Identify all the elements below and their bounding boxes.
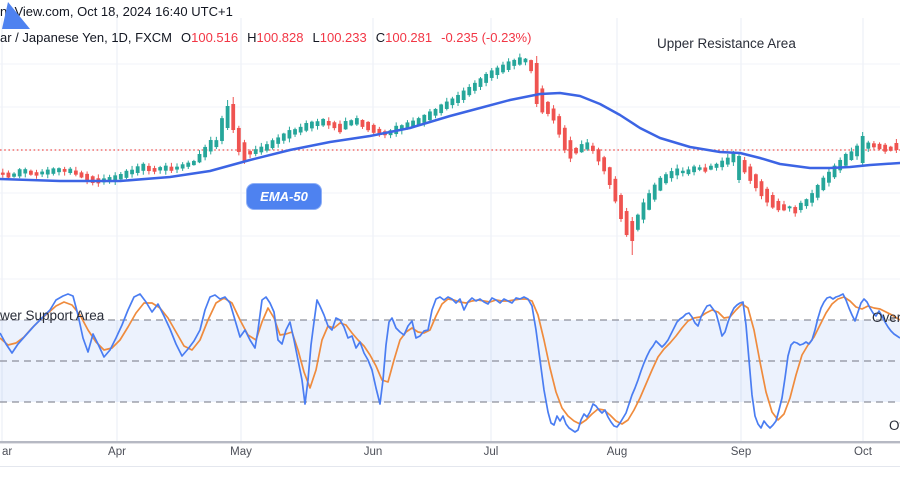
ohlc-value: 100.281 [385,30,433,45]
ohlc-values: O100.516 H100.828 L100.233 C100.281 [181,30,441,45]
ema-50-callout-label: EMA-50 [260,189,308,204]
ema-50-line[interactable] [0,91,900,183]
symbol-info-bar[interactable]: ar / Japanese Yen, 1D, FXCM O100.516 H100.… [0,30,531,45]
x-axis-month-label: May [230,446,252,458]
stochastic-k-line[interactable] [0,293,900,433]
x-axis-month-label: Jun [363,446,383,458]
symbol-title: ar / Japanese Yen, 1D, FXCM [0,30,172,45]
oversold-label: Oversold [889,418,900,433]
ohlc-value: 100.233 [319,30,367,45]
x-axis-month-label: Apr [108,446,126,458]
lower-support-label: wer Support Area [0,308,105,323]
ohlc-value: 100.516 [191,30,239,45]
x-axis-month-label: Jul [483,446,499,458]
overbought-label: Overbought [872,310,900,325]
ema-callout-tail-icon [2,2,30,29]
x-axis-month-label: Oct [854,446,872,458]
ohlc-label: O [180,30,192,45]
upper-resistance-label: Upper Resistance Area [657,36,796,51]
x-axis-month-label: Aug [606,446,628,458]
candles-layer[interactable] [0,53,899,255]
x-axis-month-label: ar [2,446,13,458]
x-axis-month-label: Sep [730,446,752,458]
ohlc-label: C [375,30,386,45]
attribution-text: ngView.com, Oct 18, 2024 16:40 UTC+1 [0,4,233,19]
pane-separator[interactable] [0,441,900,444]
gridlines [0,18,900,441]
price-change: -0.235 (-0.23%) [441,30,532,45]
ohlc-label: L [312,30,320,45]
ohlc-label: H [247,30,257,45]
ema-50-callout[interactable]: EMA-50 [246,183,322,210]
ohlc-value: 100.828 [256,30,304,45]
x-axis[interactable]: ar Apr May Jun Jul Aug Sep Oct [0,446,900,464]
